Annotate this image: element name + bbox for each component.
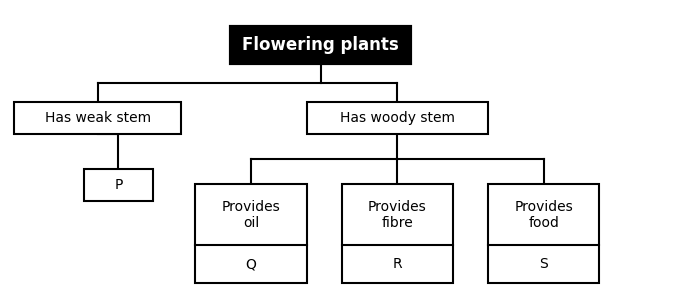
Text: Provides
food: Provides food bbox=[514, 199, 573, 230]
Text: S: S bbox=[539, 257, 548, 271]
FancyBboxPatch shape bbox=[488, 184, 599, 283]
Text: P: P bbox=[114, 178, 123, 192]
Text: Provides
fibre: Provides fibre bbox=[368, 199, 427, 230]
FancyBboxPatch shape bbox=[230, 26, 411, 64]
FancyBboxPatch shape bbox=[307, 102, 488, 134]
FancyBboxPatch shape bbox=[84, 169, 153, 201]
Text: R: R bbox=[392, 257, 402, 271]
Text: Flowering plants: Flowering plants bbox=[243, 36, 399, 54]
Text: Has weak stem: Has weak stem bbox=[45, 111, 151, 125]
FancyBboxPatch shape bbox=[195, 184, 307, 283]
Text: Provides
oil: Provides oil bbox=[222, 199, 280, 230]
FancyBboxPatch shape bbox=[14, 102, 181, 134]
Text: Has woody stem: Has woody stem bbox=[340, 111, 454, 125]
Text: Q: Q bbox=[245, 257, 256, 271]
FancyBboxPatch shape bbox=[342, 184, 453, 283]
